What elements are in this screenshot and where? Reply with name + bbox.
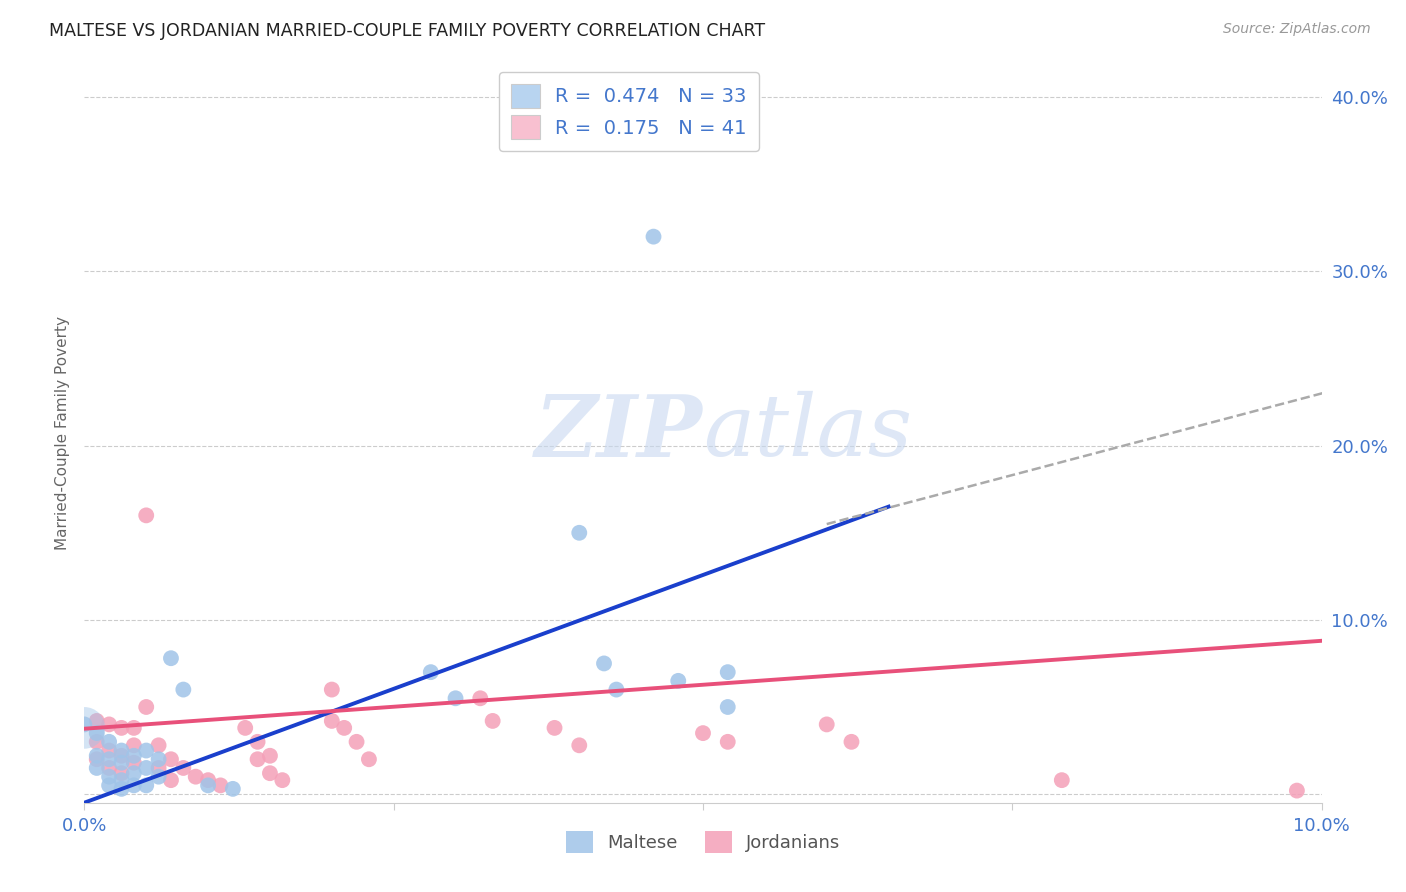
Point — [98, 761, 121, 775]
Point — [98, 743, 121, 757]
Point — [110, 756, 132, 770]
Text: atlas: atlas — [703, 392, 912, 474]
Point — [86, 714, 108, 728]
Point — [148, 761, 170, 775]
Point — [184, 770, 207, 784]
Text: MALTESE VS JORDANIAN MARRIED-COUPLE FAMILY POVERTY CORRELATION CHART: MALTESE VS JORDANIAN MARRIED-COUPLE FAMI… — [49, 22, 765, 40]
Point — [110, 748, 132, 763]
Point — [172, 761, 194, 775]
Point — [122, 766, 145, 780]
Point — [86, 761, 108, 775]
Point — [135, 743, 157, 757]
Point — [1285, 783, 1308, 797]
Point — [148, 739, 170, 753]
Point — [815, 717, 838, 731]
Point — [357, 752, 380, 766]
Text: ZIP: ZIP — [536, 391, 703, 475]
Point — [148, 770, 170, 784]
Y-axis label: Married-Couple Family Poverty: Married-Couple Family Poverty — [55, 316, 70, 549]
Point — [122, 739, 145, 753]
Point — [197, 778, 219, 792]
Point — [643, 229, 665, 244]
Point — [135, 700, 157, 714]
Point — [73, 717, 96, 731]
Point — [98, 778, 121, 792]
Point — [98, 717, 121, 731]
Point — [86, 726, 108, 740]
Point — [568, 739, 591, 753]
Point — [110, 743, 132, 757]
Point — [110, 766, 132, 780]
Point — [135, 778, 157, 792]
Point — [605, 682, 627, 697]
Point — [110, 721, 132, 735]
Point — [160, 773, 183, 788]
Point — [233, 721, 256, 735]
Point — [666, 673, 689, 688]
Point — [98, 752, 121, 766]
Point — [209, 778, 232, 792]
Point — [98, 735, 121, 749]
Point — [593, 657, 616, 671]
Legend: Maltese, Jordanians: Maltese, Jordanians — [558, 824, 848, 861]
Point — [122, 756, 145, 770]
Point — [122, 778, 145, 792]
Point — [110, 781, 132, 796]
Point — [246, 735, 269, 749]
Point — [481, 714, 503, 728]
Point — [222, 781, 245, 796]
Point — [333, 721, 356, 735]
Point — [122, 721, 145, 735]
Point — [470, 691, 492, 706]
Point — [321, 714, 343, 728]
Point — [86, 735, 108, 749]
Point — [135, 761, 157, 775]
Point — [717, 665, 740, 680]
Point — [1050, 773, 1073, 788]
Point — [160, 752, 183, 766]
Point — [86, 748, 108, 763]
Point — [841, 735, 863, 749]
Point — [271, 773, 294, 788]
Point — [419, 665, 441, 680]
Point — [148, 752, 170, 766]
Point — [86, 752, 108, 766]
Point — [346, 735, 368, 749]
Point — [73, 721, 96, 735]
Point — [568, 525, 591, 540]
Point — [259, 766, 281, 780]
Point — [135, 508, 157, 523]
Point — [110, 773, 132, 788]
Point — [444, 691, 467, 706]
Point — [692, 726, 714, 740]
Point — [122, 748, 145, 763]
Point — [321, 682, 343, 697]
Point — [172, 682, 194, 697]
Text: Source: ZipAtlas.com: Source: ZipAtlas.com — [1223, 22, 1371, 37]
Point — [717, 735, 740, 749]
Point — [717, 700, 740, 714]
Point — [197, 773, 219, 788]
Point — [543, 721, 565, 735]
Point — [98, 770, 121, 784]
Point — [160, 651, 183, 665]
Point — [259, 748, 281, 763]
Point — [246, 752, 269, 766]
